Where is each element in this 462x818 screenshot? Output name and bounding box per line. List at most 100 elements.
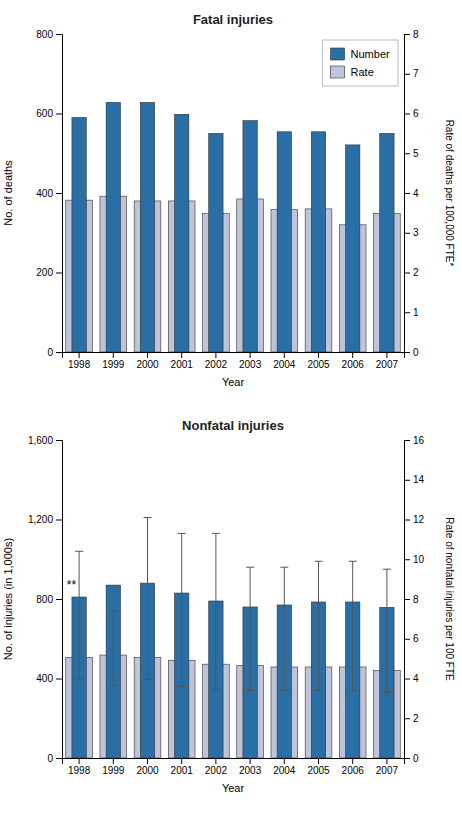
tick-mark — [404, 679, 410, 680]
error-cap — [178, 686, 186, 687]
bar — [72, 117, 86, 352]
tick-label: 2002 — [205, 765, 228, 776]
tick-label: 2001 — [171, 359, 194, 370]
error-cap — [178, 533, 186, 534]
y-axis: 0200400600800 — [36, 29, 62, 358]
error-line — [79, 551, 80, 679]
error-bar — [383, 569, 391, 692]
bar — [346, 145, 360, 352]
tick-mark — [404, 520, 410, 521]
tick-label: 2000 — [136, 765, 159, 776]
error-bar — [178, 533, 186, 686]
legend-item: Number — [331, 48, 390, 60]
x-axis-label: Year — [222, 782, 245, 794]
legend-box — [323, 40, 398, 86]
tick-mark — [404, 639, 410, 640]
error-cap — [349, 561, 357, 562]
tick-mark — [318, 758, 319, 764]
error-bar — [280, 567, 288, 690]
tick-label: 200 — [36, 267, 53, 278]
legend-swatch — [331, 66, 345, 78]
tick-label: 4 — [413, 188, 419, 199]
tick-mark — [404, 599, 410, 600]
error-line — [147, 518, 148, 680]
legend-swatch — [331, 48, 345, 60]
tick-label: 0 — [413, 753, 419, 764]
tick-mark — [404, 233, 410, 234]
bar — [106, 585, 120, 758]
error-cap — [280, 567, 288, 568]
tick: 1998 — [68, 352, 91, 370]
tick: 2001 — [171, 352, 194, 370]
error-bar — [144, 518, 152, 680]
error-cap — [144, 517, 152, 518]
tick-label: 2005 — [307, 765, 330, 776]
tick-mark — [56, 273, 62, 274]
tick-label: 2007 — [376, 359, 399, 370]
bar — [311, 132, 325, 352]
tick-mark — [404, 480, 410, 481]
tick-mark — [284, 352, 285, 358]
tick-mark — [404, 440, 410, 441]
tick-mark — [404, 559, 410, 560]
tick-label: 10 — [413, 554, 425, 565]
tick: 400 — [36, 188, 62, 199]
tick: 2000 — [136, 352, 159, 370]
tick: 1,600 — [28, 435, 62, 446]
error-cap — [383, 692, 391, 693]
error-line — [352, 561, 353, 690]
tick: 14 — [404, 474, 425, 485]
tick: 5 — [404, 148, 419, 159]
legend: Number Rate — [323, 40, 398, 86]
tick: 1999 — [102, 352, 125, 370]
tick: 1,200 — [28, 514, 62, 525]
error-cap — [383, 569, 391, 570]
tick-mark — [181, 352, 182, 358]
tick: 2003 — [239, 758, 262, 776]
tick-label: 2006 — [342, 765, 365, 776]
tick: 2007 — [376, 352, 399, 370]
tick-mark — [404, 273, 410, 274]
tick: 4 — [404, 673, 419, 684]
y2-axis: 012345678 — [404, 29, 419, 358]
tick: 1999 — [102, 758, 125, 776]
tick: 12 — [404, 514, 425, 525]
bar — [140, 102, 154, 352]
legend-label: Rate — [351, 66, 374, 78]
error-cap — [349, 690, 357, 691]
tick-label: 2 — [413, 713, 419, 724]
error-cap — [246, 567, 254, 568]
chart-root: 1998199920002001200220032004200520062007… — [0, 0, 462, 818]
error-line — [113, 611, 114, 686]
tick-mark — [250, 758, 251, 764]
tick-label: 1,200 — [28, 514, 53, 525]
tick: 2004 — [273, 758, 296, 776]
tick-mark — [181, 758, 182, 764]
tick: 2005 — [307, 352, 330, 370]
error-cap — [212, 689, 220, 690]
tick: 4 — [404, 188, 419, 199]
tick: 0 — [47, 347, 62, 358]
tick-label: 0 — [47, 347, 53, 358]
plot-area — [66, 102, 400, 352]
tick-label: 2000 — [136, 359, 159, 370]
tick-label: 4 — [413, 673, 419, 684]
error-cap — [315, 690, 323, 691]
tick: 16 — [404, 435, 425, 446]
error-line — [250, 567, 251, 690]
error-bar — [246, 567, 254, 690]
tick: 0 — [404, 753, 419, 764]
tick-mark — [56, 679, 62, 680]
tick: 1 — [404, 307, 419, 318]
tick-mark — [404, 74, 410, 75]
tick-mark — [56, 352, 62, 353]
bar — [380, 133, 394, 352]
tick-mark — [79, 352, 80, 358]
bar — [175, 114, 189, 352]
tick-label: 400 — [36, 188, 53, 199]
error-line — [284, 567, 285, 690]
tick-label: 2001 — [171, 765, 194, 776]
x-axis: 1998199920002001200220032004200520062007 — [63, 352, 405, 370]
tick: 0 — [47, 753, 62, 764]
tick-label: 2007 — [376, 765, 399, 776]
